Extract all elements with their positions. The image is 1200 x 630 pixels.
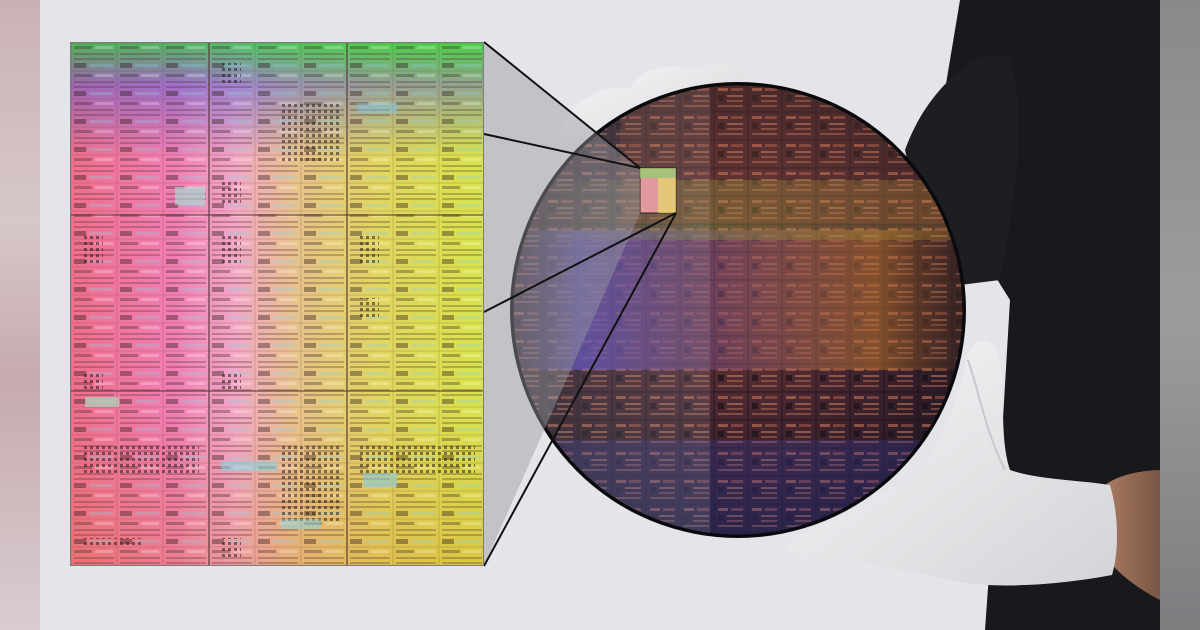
die-memory-arrays (81, 63, 475, 558)
right-edge-strip (1160, 0, 1200, 630)
left-edge-strip (0, 0, 40, 630)
die-highlight-blocks (85, 103, 397, 529)
wafer (510, 82, 966, 538)
forearm (1105, 470, 1160, 600)
die-block-dividers (71, 43, 483, 565)
die-circuit-pattern (71, 43, 483, 565)
magnified-die-image (70, 42, 484, 566)
magnification-callout (483, 41, 677, 567)
bottom-glove (787, 340, 1117, 586)
